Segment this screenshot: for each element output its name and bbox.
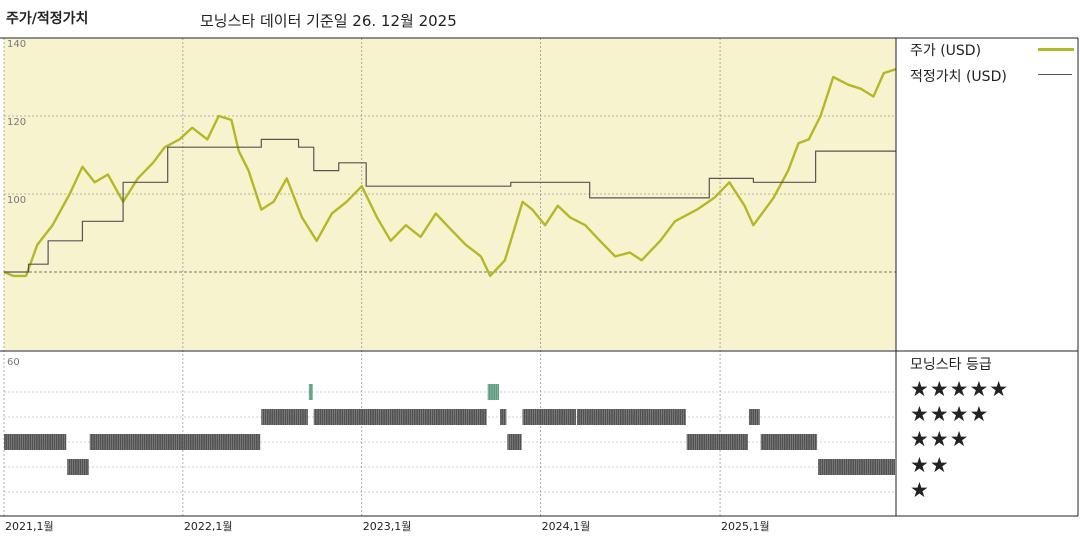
two-star-row: ★★ [910,453,950,477]
series-lines [3,68,897,278]
x-tick-label: 2023,1월 [363,520,412,533]
x-tick-label: 2024,1월 [542,520,591,533]
data-date-label: 모닝스타 데이터 기준일 26. 12월 2025 [200,12,457,30]
rating-band-4-star [261,409,308,425]
rating-band-fill [487,384,499,400]
x-tick-label: 2022,1월 [184,520,233,533]
rating-band-3-star [4,434,67,450]
rating-band-fill [499,409,507,425]
rating-band-3-star [89,434,261,450]
fair-value-line [4,138,896,273]
x-tick-label: 2025,1월 [721,520,770,533]
rating-band-5-star [487,384,499,400]
rating-legend-title: 모닝스타 등급 [910,357,992,373]
price-tick-label: 120 [7,117,26,128]
rating-band-3-star [760,434,818,450]
three-star-row: ★★★ [910,427,970,451]
one-star-row: ★ [910,478,930,502]
rating-band-fill [686,434,748,450]
rating-band-fill [4,434,67,450]
rating-band-fill [67,459,89,475]
legend-price-swatch [1038,48,1074,51]
rating-band-4-star [313,409,487,425]
rating-band-4-star [522,409,576,425]
axis-ticks: 140 120 100 60 2021,1월 2022,1월 2023,1월 2024,1월 2… [5,39,770,533]
rating-band-fill [748,409,760,425]
rating-band-fill [760,434,818,450]
rating-tick-label: 60 [7,357,20,368]
rating-band-4-star [748,409,760,425]
chart-title: 주가/적정가치 [6,11,89,27]
rating-band-fill [89,434,261,450]
rating-band-fill [818,459,895,475]
rating-band-4-star [499,409,507,425]
x-tick-label: 2021,1월 [5,520,54,533]
rating-band-4-star [576,409,686,425]
rating-band-2-star [67,459,89,475]
rating-band-fill [507,434,522,450]
rating-band-fill [261,409,308,425]
legend-fair-value-swatch [1038,74,1072,75]
rating-band-fill [576,409,686,425]
rating-band-3-star [686,434,748,450]
rating-band-fill [308,384,313,400]
rating-band-2-star [818,459,895,475]
five-star-row: ★★★★★ [910,377,1010,401]
price-tick-label: 100 [7,195,26,206]
four-star-row: ★★★★ [910,402,990,426]
rating-band-3-star [507,434,522,450]
rating-band-5-star [308,384,313,400]
price-tick-label: 140 [7,39,26,50]
rating-band-fill [522,409,576,425]
legend-fair-value-label: 적정가치 (USD) [910,69,1007,85]
rating-bars [4,384,895,475]
legend-price-label: 주가 (USD) [910,43,982,59]
rating-band-fill [313,409,487,425]
chart-frame [0,37,1079,517]
price-line [3,68,897,278]
